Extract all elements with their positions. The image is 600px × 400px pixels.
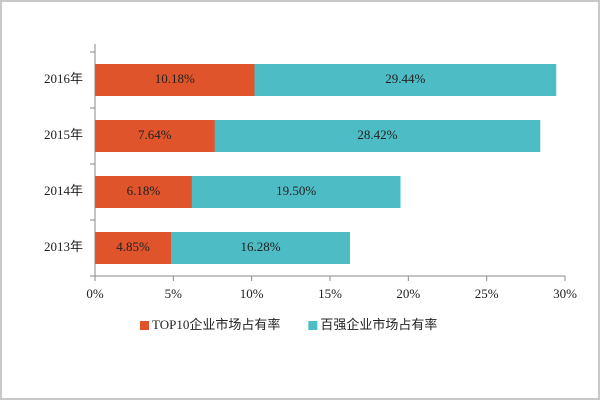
value-label: 28.42%: [357, 127, 397, 142]
x-tick-label: 25%: [475, 286, 499, 301]
y-tick-label: 2013年: [44, 239, 83, 254]
value-label: 16.28%: [240, 239, 280, 254]
legend-label: 百强企业市场占有率: [320, 317, 437, 332]
x-tick-label: 30%: [553, 286, 577, 301]
value-label: 4.85%: [116, 239, 150, 254]
value-label: 6.18%: [127, 183, 161, 198]
value-label: 10.18%: [155, 71, 195, 86]
legend-swatch: [140, 321, 149, 330]
legend-label: TOP10企业市场占有率: [152, 317, 280, 332]
bar: [95, 64, 255, 96]
y-tick-label: 2014年: [44, 183, 83, 198]
x-tick-label: 20%: [396, 286, 420, 301]
x-tick-label: 15%: [318, 286, 342, 301]
value-label: 29.44%: [385, 71, 425, 86]
bar: [95, 176, 192, 208]
value-label: 19.50%: [276, 183, 316, 198]
x-tick-label: 10%: [240, 286, 264, 301]
y-tick-label: 2016年: [44, 71, 83, 86]
value-label: 7.64%: [138, 127, 172, 142]
bar: [95, 120, 215, 152]
y-tick-label: 2015年: [44, 127, 83, 142]
x-tick-label: 5%: [165, 286, 183, 301]
legend-swatch: [308, 321, 318, 330]
x-tick-label: 0%: [86, 286, 104, 301]
bar: [95, 232, 171, 264]
